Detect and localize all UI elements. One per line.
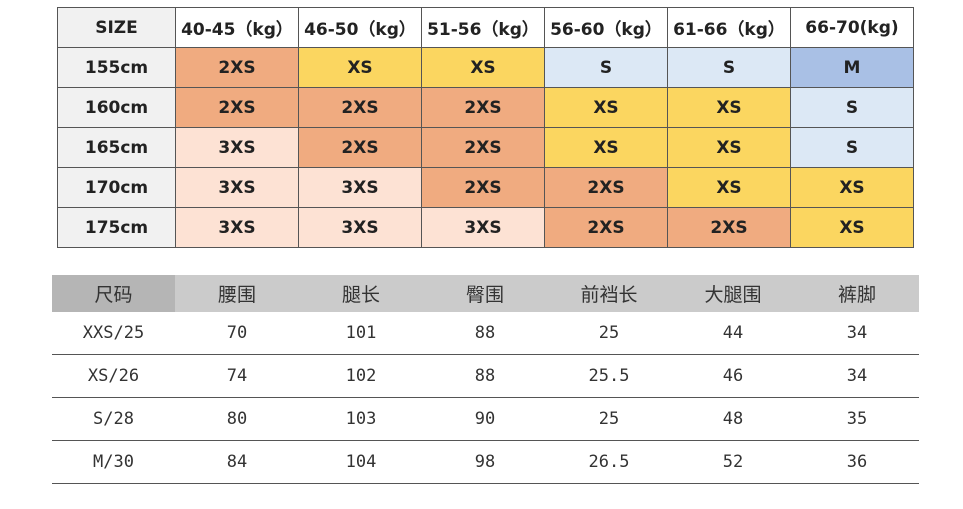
size-label-cell: S/28 [52, 397, 175, 441]
table-row: 175cm 3XS 3XS 3XS 2XS 2XS XS [57, 207, 914, 248]
size-cell: 3XS [298, 167, 422, 208]
measurement-cell: 44 [671, 312, 795, 355]
measurement-cell: 36 [795, 440, 919, 484]
header-cell: 臀围 [423, 275, 547, 312]
measurement-cell: 88 [423, 354, 547, 398]
size-cell: XS [421, 47, 545, 88]
size-cell: XS [667, 167, 791, 208]
measurement-cell: 25 [547, 312, 671, 355]
measurement-cell: 103 [299, 397, 423, 441]
height-cell: 165cm [57, 127, 176, 168]
size-cell: 2XS [175, 47, 299, 88]
size-cell: 3XS [175, 127, 299, 168]
measurement-cell: 25 [547, 397, 671, 441]
header-cell: 46-50（kg） [298, 7, 422, 48]
size-label-cell: XXS/25 [52, 312, 175, 355]
table-row: 155cm 2XS XS XS S S M [57, 47, 914, 88]
measurement-cell: 52 [671, 440, 795, 484]
size-cell: 2XS [544, 167, 668, 208]
height-cell: 170cm [57, 167, 176, 208]
header-cell: 尺码 [52, 275, 175, 312]
header-cell: 大腿围 [671, 275, 795, 312]
measurement-table-header: 尺码 腰围 腿长 臀围 前裆长 大腿围 裤脚 [52, 275, 919, 312]
size-cell: 3XS [298, 207, 422, 248]
measurement-cell: 102 [299, 354, 423, 398]
measurement-cell: 84 [175, 440, 299, 484]
measurement-cell: 25.5 [547, 354, 671, 398]
measurement-cell: 90 [423, 397, 547, 441]
header-cell: 腿长 [299, 275, 423, 312]
measurement-cell: 46 [671, 354, 795, 398]
measurement-cell: 26.5 [547, 440, 671, 484]
size-cell: 2XS [544, 207, 668, 248]
measurement-cell: 104 [299, 440, 423, 484]
measurement-table: 尺码 腰围 腿长 臀围 前裆长 大腿围 裤脚 XXS/25 70 101 88 25 44… [52, 275, 919, 484]
size-recommendation-table: SIZE 40-45（kg） 46-50（kg） 51-56（kg） 56-60… [57, 7, 914, 248]
size-cell: 2XS [175, 87, 299, 128]
table-row: M/30 84 104 98 26.5 52 36 [52, 440, 919, 484]
measurement-cell: 48 [671, 397, 795, 441]
size-cell: M [790, 47, 914, 88]
table-row: XXS/25 70 101 88 25 44 34 [52, 312, 919, 355]
header-cell: 66-70(kg) [790, 7, 914, 48]
size-cell: 3XS [175, 207, 299, 248]
size-label-cell: M/30 [52, 440, 175, 484]
size-cell: 2XS [667, 207, 791, 248]
table-row: XS/26 74 102 88 25.5 46 34 [52, 354, 919, 398]
size-cell: 2XS [298, 87, 422, 128]
size-cell: XS [790, 207, 914, 248]
header-cell: 56-60（kg） [544, 7, 668, 48]
size-cell: 3XS [175, 167, 299, 208]
header-cell: 前裆长 [547, 275, 671, 312]
size-cell: 2XS [421, 87, 545, 128]
size-cell: S [667, 47, 791, 88]
header-cell: 40-45（kg） [175, 7, 299, 48]
measurement-cell: 35 [795, 397, 919, 441]
size-cell: XS [298, 47, 422, 88]
table-row: S/28 80 103 90 25 48 35 [52, 397, 919, 441]
measurement-cell: 88 [423, 312, 547, 355]
size-cell: XS [544, 127, 668, 168]
table-row: 160cm 2XS 2XS 2XS XS XS S [57, 87, 914, 128]
height-cell: 175cm [57, 207, 176, 248]
header-cell: 61-66（kg） [667, 7, 791, 48]
size-table-header: SIZE 40-45（kg） 46-50（kg） 51-56（kg） 56-60… [57, 7, 914, 48]
measurement-cell: 98 [423, 440, 547, 484]
size-cell: XS [667, 87, 791, 128]
size-cell: XS [667, 127, 791, 168]
header-cell: 51-56（kg） [421, 7, 545, 48]
measurement-cell: 34 [795, 312, 919, 355]
table-row: 170cm 3XS 3XS 2XS 2XS XS XS [57, 167, 914, 208]
size-cell: 2XS [298, 127, 422, 168]
height-cell: 160cm [57, 87, 176, 128]
size-cell: S [544, 47, 668, 88]
size-cell: XS [544, 87, 668, 128]
header-cell: 腰围 [175, 275, 299, 312]
size-cell: 2XS [421, 127, 545, 168]
size-cell: S [790, 127, 914, 168]
measurement-cell: 101 [299, 312, 423, 355]
size-label-cell: XS/26 [52, 354, 175, 398]
measurement-cell: 70 [175, 312, 299, 355]
table-row: 165cm 3XS 2XS 2XS XS XS S [57, 127, 914, 168]
size-cell: XS [790, 167, 914, 208]
header-cell: 裤脚 [795, 275, 919, 312]
size-cell: S [790, 87, 914, 128]
measurement-cell: 34 [795, 354, 919, 398]
size-cell: 2XS [421, 167, 545, 208]
measurement-cell: 80 [175, 397, 299, 441]
size-cell: 3XS [421, 207, 545, 248]
height-cell: 155cm [57, 47, 176, 88]
measurement-cell: 74 [175, 354, 299, 398]
header-cell: SIZE [57, 7, 176, 48]
